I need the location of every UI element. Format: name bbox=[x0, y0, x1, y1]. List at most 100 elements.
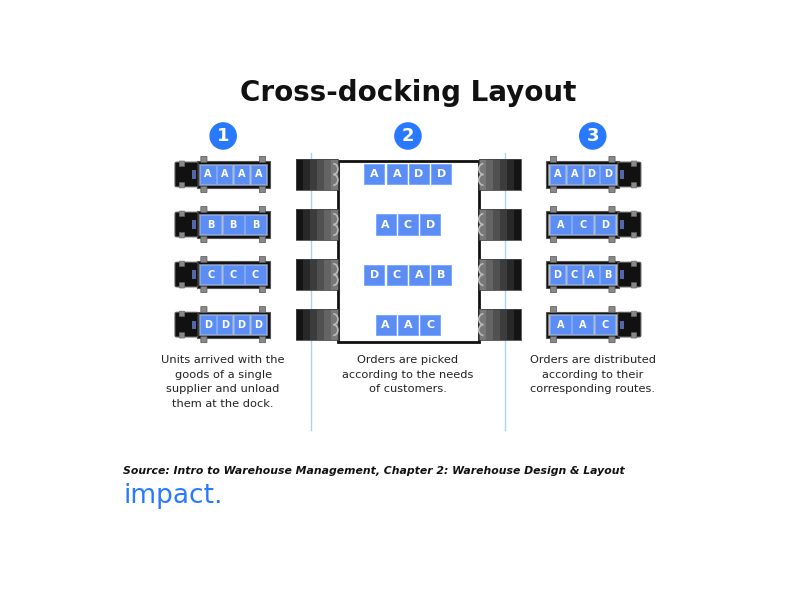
Bar bbox=[478, 259, 521, 290]
FancyBboxPatch shape bbox=[179, 311, 185, 317]
Text: C: C bbox=[404, 220, 412, 229]
FancyBboxPatch shape bbox=[550, 257, 556, 263]
Bar bbox=[514, 159, 521, 190]
Bar bbox=[478, 209, 486, 240]
FancyBboxPatch shape bbox=[398, 315, 418, 334]
Bar bbox=[500, 259, 507, 290]
Bar bbox=[500, 159, 507, 190]
FancyBboxPatch shape bbox=[609, 337, 615, 343]
FancyBboxPatch shape bbox=[546, 311, 619, 338]
FancyBboxPatch shape bbox=[201, 236, 207, 242]
FancyBboxPatch shape bbox=[201, 266, 221, 284]
Bar bbox=[507, 209, 514, 240]
Text: B: B bbox=[437, 270, 446, 280]
FancyBboxPatch shape bbox=[550, 266, 565, 284]
FancyBboxPatch shape bbox=[631, 211, 637, 216]
Bar bbox=[507, 309, 514, 340]
Text: A: A bbox=[221, 169, 228, 179]
FancyBboxPatch shape bbox=[620, 270, 624, 279]
Bar bbox=[310, 209, 317, 240]
Bar bbox=[493, 209, 500, 240]
Bar bbox=[478, 309, 486, 340]
Bar bbox=[295, 309, 302, 340]
Bar bbox=[507, 159, 514, 190]
FancyBboxPatch shape bbox=[620, 321, 624, 328]
FancyBboxPatch shape bbox=[179, 211, 185, 216]
Bar bbox=[478, 309, 521, 340]
Bar bbox=[310, 159, 317, 190]
Text: C: C bbox=[207, 270, 214, 280]
FancyBboxPatch shape bbox=[618, 212, 641, 237]
FancyBboxPatch shape bbox=[199, 164, 267, 185]
FancyBboxPatch shape bbox=[631, 311, 637, 317]
Text: C: C bbox=[229, 270, 236, 280]
FancyBboxPatch shape bbox=[583, 266, 599, 284]
FancyBboxPatch shape bbox=[550, 286, 556, 293]
FancyBboxPatch shape bbox=[631, 233, 637, 238]
FancyBboxPatch shape bbox=[546, 162, 619, 188]
Bar bbox=[514, 209, 521, 240]
Bar bbox=[331, 159, 338, 190]
FancyBboxPatch shape bbox=[179, 261, 185, 267]
FancyBboxPatch shape bbox=[259, 236, 266, 242]
FancyBboxPatch shape bbox=[376, 315, 396, 334]
Text: A: A bbox=[554, 169, 561, 179]
Bar bbox=[324, 309, 331, 340]
Bar bbox=[324, 209, 331, 240]
Bar bbox=[478, 159, 486, 190]
FancyBboxPatch shape bbox=[420, 214, 440, 235]
FancyBboxPatch shape bbox=[550, 156, 556, 163]
Text: Source: Intro to Warehouse Management, Chapter 2: Warehouse Design & Layout: Source: Intro to Warehouse Management, C… bbox=[123, 466, 625, 476]
Text: D: D bbox=[601, 220, 609, 229]
FancyBboxPatch shape bbox=[609, 236, 615, 242]
FancyBboxPatch shape bbox=[201, 307, 207, 312]
Text: C: C bbox=[571, 270, 578, 280]
FancyBboxPatch shape bbox=[387, 165, 407, 185]
Text: 1: 1 bbox=[217, 127, 229, 145]
FancyBboxPatch shape bbox=[251, 165, 266, 184]
Bar bbox=[486, 159, 493, 190]
FancyBboxPatch shape bbox=[192, 321, 196, 328]
FancyBboxPatch shape bbox=[431, 264, 451, 285]
FancyBboxPatch shape bbox=[546, 211, 619, 238]
Bar bbox=[317, 259, 324, 290]
FancyBboxPatch shape bbox=[631, 161, 637, 166]
Text: A: A bbox=[556, 320, 564, 330]
FancyBboxPatch shape bbox=[548, 314, 617, 336]
FancyBboxPatch shape bbox=[431, 165, 451, 185]
FancyBboxPatch shape bbox=[550, 187, 556, 192]
FancyBboxPatch shape bbox=[546, 261, 619, 287]
FancyBboxPatch shape bbox=[201, 156, 207, 163]
Text: A: A bbox=[205, 169, 212, 179]
FancyBboxPatch shape bbox=[548, 214, 617, 235]
FancyBboxPatch shape bbox=[175, 262, 198, 287]
FancyBboxPatch shape bbox=[365, 264, 384, 285]
FancyBboxPatch shape bbox=[609, 286, 615, 293]
FancyBboxPatch shape bbox=[201, 315, 216, 334]
Text: C: C bbox=[252, 270, 259, 280]
FancyBboxPatch shape bbox=[251, 315, 266, 334]
FancyBboxPatch shape bbox=[199, 314, 267, 336]
FancyBboxPatch shape bbox=[179, 233, 185, 238]
FancyBboxPatch shape bbox=[259, 156, 266, 163]
FancyBboxPatch shape bbox=[550, 207, 556, 213]
FancyBboxPatch shape bbox=[420, 315, 440, 334]
FancyBboxPatch shape bbox=[175, 212, 198, 237]
FancyBboxPatch shape bbox=[199, 264, 267, 285]
Text: D: D bbox=[604, 169, 612, 179]
FancyBboxPatch shape bbox=[175, 312, 198, 337]
Bar bbox=[331, 259, 338, 290]
FancyBboxPatch shape bbox=[197, 162, 270, 188]
Bar bbox=[317, 309, 324, 340]
FancyBboxPatch shape bbox=[179, 333, 185, 338]
FancyBboxPatch shape bbox=[631, 283, 637, 288]
FancyBboxPatch shape bbox=[550, 337, 556, 343]
Bar bbox=[493, 259, 500, 290]
FancyBboxPatch shape bbox=[365, 165, 384, 185]
FancyBboxPatch shape bbox=[631, 261, 637, 267]
Bar bbox=[295, 259, 302, 290]
FancyBboxPatch shape bbox=[567, 165, 582, 184]
FancyBboxPatch shape bbox=[595, 215, 615, 234]
FancyBboxPatch shape bbox=[217, 315, 232, 334]
FancyBboxPatch shape bbox=[409, 165, 429, 185]
